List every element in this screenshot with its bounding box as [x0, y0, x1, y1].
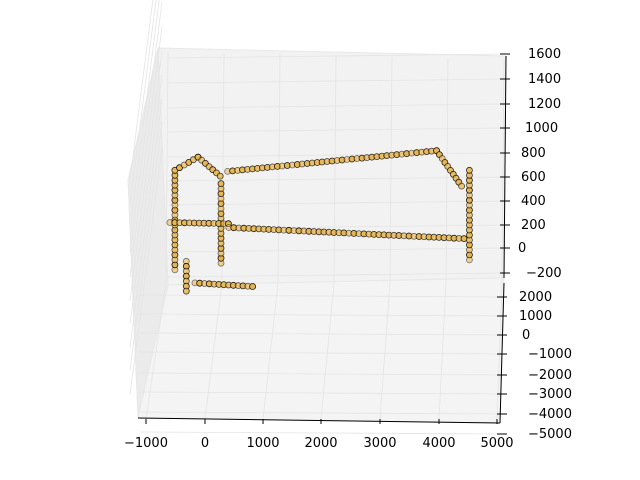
y-tick-label: 1000 — [519, 309, 552, 324]
grid-line-x — [389, 56, 393, 284]
grid-line-z-left — [129, 1, 163, 253]
tick-marks — [145, 53, 510, 435]
grid-line-z-left — [129, 0, 160, 230]
grid-line-x — [333, 55, 337, 284]
x-tick-label: 3000 — [363, 436, 396, 451]
z-tick-label: 1400 — [528, 72, 561, 87]
grid-line-z — [167, 272, 506, 278]
y-tick-label: −5000 — [528, 427, 572, 442]
scatter-point-top-left-rail — [216, 172, 224, 180]
grid-line-y — [139, 313, 503, 317]
y-tick-label: 0 — [522, 328, 530, 343]
grid-line-y — [139, 411, 503, 415]
grid-line-y — [139, 351, 503, 355]
z-tick-label: 1600 — [528, 47, 561, 62]
grid-line-x-floor — [379, 282, 391, 420]
scatter-point-right-column — [465, 166, 473, 174]
x-tick-label: 2000 — [304, 436, 337, 451]
z-tick-label: 200 — [521, 218, 546, 233]
grid-line-x-floor — [262, 282, 279, 420]
y-tick-label: 2000 — [519, 290, 552, 305]
grid-line-y — [139, 431, 503, 435]
grid-line-z — [167, 53, 506, 59]
z-tick-label: 400 — [521, 194, 546, 209]
y-axis-line — [499, 282, 505, 424]
y-tick-label: −3000 — [528, 387, 572, 402]
scatter-point-ground-cluster — [249, 283, 257, 290]
axis-lines — [137, 55, 507, 424]
x-tick-label: 5000 — [480, 436, 513, 451]
z-tick-label: 600 — [521, 170, 546, 185]
grid-line-x-floor — [496, 282, 503, 420]
y-tick-label: −2000 — [528, 368, 572, 383]
grid-line-z-left — [129, 146, 163, 395]
x-tick-label: 0 — [201, 436, 209, 451]
y-tick-label: −1000 — [528, 347, 572, 362]
z-tick-label: 1200 — [528, 97, 561, 112]
grid-line-z-left — [129, 121, 163, 371]
x-axis-line — [137, 417, 501, 424]
z-tick-label: 800 — [521, 146, 546, 161]
grid-line-x — [501, 59, 505, 284]
scatter-point-left-hanging-segment — [182, 287, 190, 295]
grid-line-z-left — [129, 0, 157, 205]
grid-line-z-left — [129, 26, 163, 278]
tick-labels: −1000 0 1000 2000 3000 4000 5000−5000−4000−300… — [124, 47, 572, 451]
grid-line-z — [167, 78, 506, 84]
x-tick-label: 1000 — [246, 436, 279, 451]
grid-line-z — [167, 176, 506, 182]
grid-line-x-floor — [204, 282, 223, 420]
z-axis-line — [503, 55, 507, 279]
grid-line-z-left — [129, 50, 163, 301]
z-tick-label: 1000 — [525, 121, 558, 136]
grid-line-x — [445, 57, 449, 284]
grid-line-z-left — [129, 74, 163, 325]
grid-line-z — [167, 152, 506, 158]
grid-line-z — [167, 103, 506, 109]
grid-line-y — [139, 372, 503, 376]
grid-line-y — [139, 294, 503, 298]
scatter-points — [166, 147, 473, 295]
floor-pane — [137, 277, 505, 424]
z-tick-label: 0 — [518, 241, 526, 256]
grid-line-y — [139, 391, 503, 395]
grid-line-x — [165, 51, 169, 284]
x-tick-label: 4000 — [422, 436, 455, 451]
grid-line-y — [139, 332, 503, 336]
grid-line-z-left — [129, 98, 163, 348]
scatter-point-second-left-column — [217, 180, 225, 188]
x-tick-label: −1000 — [124, 436, 168, 451]
grid-line-z — [167, 127, 506, 133]
scatter-point-right-upper-branch — [458, 182, 466, 190]
grid-line-z-left — [129, 0, 154, 181]
grid-line-x-floor — [320, 282, 335, 420]
grid-line-x-floor — [145, 282, 167, 420]
y-tick-label: −4000 — [528, 407, 572, 422]
grid-line-z — [167, 247, 506, 253]
z-tick-label: −200 — [526, 266, 562, 281]
grid-line-x-floor — [438, 282, 447, 420]
